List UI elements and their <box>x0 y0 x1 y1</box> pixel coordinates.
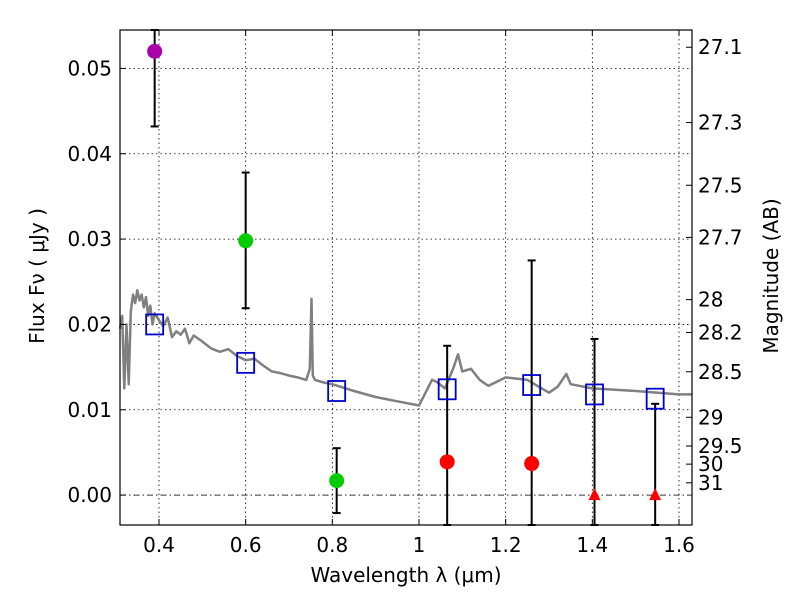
y-tick-label: 0.01 <box>67 398 112 422</box>
y-tick-label: 0.03 <box>67 227 112 251</box>
x-axis-label: Wavelength λ (μm) <box>310 563 501 587</box>
upper-limit-triangle <box>588 488 601 501</box>
magnitude-tick-label: 30 <box>698 452 723 476</box>
x-tick-label: 1.4 <box>576 533 608 557</box>
magnitude-tick-label: 29 <box>698 405 723 429</box>
x-tick-label: 0.8 <box>316 533 348 557</box>
magnitude-tick-label: 28.2 <box>698 321 743 345</box>
magnitude-tick-label: 29.5 <box>698 434 743 458</box>
y-tick-label: 0.05 <box>67 56 112 80</box>
plot-area <box>118 29 692 526</box>
model-photometry-square <box>585 383 604 406</box>
model-photometry-square <box>145 313 165 336</box>
y-tick-label: 0.00 <box>67 483 112 507</box>
magnitude-tick-label: 28.5 <box>698 360 743 384</box>
y2-axis-label: Magnitude (AB) <box>759 198 783 353</box>
magnitude-tick-label: 28 <box>698 288 723 312</box>
y-axis-label: Flux Fν ( μJy ) <box>25 208 49 344</box>
axes: 0.4 0.6 0.8 1 1.2 1.4 1.6 0.00 0.01 0.02 0.03 0.04 0… <box>67 29 743 557</box>
detection-point <box>147 43 163 59</box>
detection-point <box>329 473 345 489</box>
magnitude-tick-label: 27.3 <box>698 111 743 135</box>
magnitude-tick-label: 27.7 <box>698 225 743 249</box>
grid-layer <box>120 30 692 525</box>
magnitude-tick-label: 31 <box>698 471 723 495</box>
magnitude-tick-label: 27.1 <box>698 35 743 59</box>
x-tick-label: 0.6 <box>230 533 262 557</box>
x-tick-label: 0.4 <box>143 533 175 557</box>
y-tick-label: 0.02 <box>67 312 112 336</box>
magnitude-tick-label: 27.5 <box>698 173 743 197</box>
model-photometry-square <box>645 387 665 410</box>
y-tick-label: 0.04 <box>67 142 112 166</box>
x-tick-label: 1.6 <box>663 533 695 557</box>
detection-point <box>524 456 540 472</box>
model-photometry-square <box>327 380 347 402</box>
plot-frame <box>119 29 693 526</box>
detection-point <box>439 454 455 470</box>
model-photometry-square <box>437 378 457 401</box>
detection-point <box>238 233 254 249</box>
model-spectrum-line <box>118 289 692 407</box>
x-tick-label: 1.2 <box>490 533 522 557</box>
model-photometry-square <box>522 374 542 396</box>
upper-limit-triangle <box>649 488 662 501</box>
x-tick-label: 1 <box>413 533 426 557</box>
model-photometry-square <box>236 351 256 374</box>
